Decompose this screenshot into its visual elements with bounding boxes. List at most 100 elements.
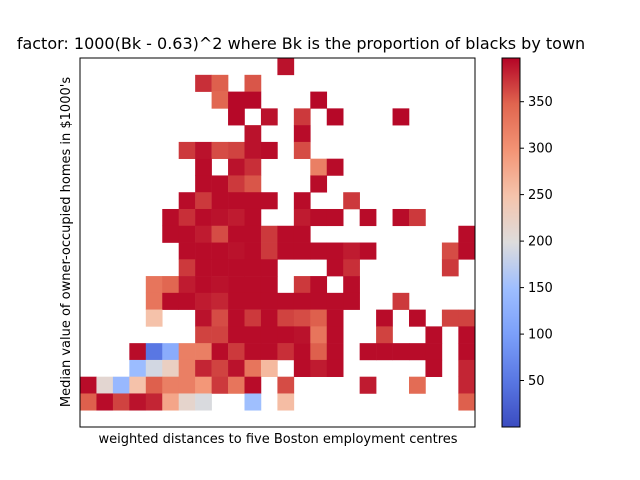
heatmap-cell xyxy=(277,343,295,361)
heatmap-cell xyxy=(195,359,212,377)
heatmap-cell xyxy=(211,192,229,210)
heatmap-cell xyxy=(458,359,475,377)
heatmap-cell xyxy=(195,141,212,159)
heatmap-cell xyxy=(244,91,262,109)
heatmap-cell xyxy=(458,343,475,361)
heatmap-cell xyxy=(228,158,245,176)
heatmap-cell xyxy=(211,175,229,193)
heatmap-cell xyxy=(178,225,196,243)
heatmap-cell xyxy=(244,376,262,394)
heatmap-cell xyxy=(195,343,212,361)
colorbar-tick-label: 350 xyxy=(528,95,553,110)
heatmap-cell xyxy=(228,292,245,310)
heatmap-cell xyxy=(343,276,360,294)
heatmap-cell xyxy=(211,292,229,310)
heatmap-cell xyxy=(228,276,245,294)
heatmap-cell xyxy=(441,259,459,277)
heatmap-cell xyxy=(326,309,344,327)
heatmap-cell xyxy=(392,343,410,361)
heatmap-cell xyxy=(326,326,344,344)
heatmap-cell xyxy=(409,376,426,394)
heatmap-cell xyxy=(96,393,114,411)
heatmap-cell xyxy=(293,125,311,143)
heatmap-cell xyxy=(129,376,147,394)
heatmap-cell xyxy=(211,225,229,243)
heatmap-cell xyxy=(458,225,475,243)
heatmap-cell xyxy=(277,393,295,411)
heatmap-cell xyxy=(458,376,475,394)
heatmap-cell xyxy=(145,393,163,411)
heatmap-cell xyxy=(112,376,130,394)
heatmap-cell xyxy=(310,292,328,310)
heatmap-cell xyxy=(195,192,212,210)
heatmap-cell xyxy=(343,192,360,210)
heatmap-cell xyxy=(211,326,229,344)
heatmap-cell xyxy=(228,192,245,210)
heatmap-cell xyxy=(376,343,393,361)
heatmap-cell xyxy=(228,359,245,377)
heatmap-cell xyxy=(310,309,328,327)
heatmap-cell xyxy=(195,276,212,294)
heatmap-cell xyxy=(195,74,212,92)
heatmap-cell xyxy=(228,108,245,126)
heatmap-cell xyxy=(425,326,443,344)
heatmap-cell xyxy=(244,343,262,361)
heatmap-cell xyxy=(80,376,97,394)
heatmap-cell xyxy=(293,309,311,327)
heatmap-cell xyxy=(244,208,262,227)
heatmap-cell xyxy=(244,292,262,310)
heatmap-cell xyxy=(293,225,311,243)
heatmap-cell xyxy=(244,225,262,243)
colorbar-frame xyxy=(501,57,521,428)
heatmap-cell xyxy=(359,376,377,394)
heatmap-cell xyxy=(129,343,147,361)
heatmap-cell xyxy=(211,74,229,92)
heatmap-cell xyxy=(162,225,179,243)
heatmap-cell xyxy=(326,343,344,361)
heatmap-cell xyxy=(211,309,229,327)
heatmap-cell xyxy=(228,91,245,109)
y-axis-label: Median value of owner-occupied homes in … xyxy=(59,77,74,407)
heatmap-cell xyxy=(260,141,278,159)
heatmap-cell xyxy=(293,242,311,260)
chart-title: factor: 1000(Bk - 0.63)^2 where Bk is th… xyxy=(17,34,585,53)
colorbar: 50 100 150 200 250 300 350 xyxy=(501,57,553,428)
heatmap-cell xyxy=(244,359,262,377)
heatmap-cell xyxy=(260,192,278,210)
heatmap-cell xyxy=(310,242,328,260)
heatmap-cell xyxy=(145,343,163,361)
heatmap-cell xyxy=(178,141,196,159)
heatmap-cell xyxy=(260,359,278,377)
heatmap-cell xyxy=(145,309,163,327)
heatmap-cell xyxy=(293,326,311,344)
heatmap-cell xyxy=(277,309,295,327)
heatmap-cell xyxy=(409,343,426,361)
heatmap-cell xyxy=(244,192,262,210)
heatmap-cell xyxy=(162,359,179,377)
heatmap-cell xyxy=(244,242,262,260)
heatmap-cell xyxy=(343,259,360,277)
heatmap-cell xyxy=(178,343,196,361)
heatmap-cell xyxy=(211,343,229,361)
heatmap-cell xyxy=(458,309,475,327)
colorbar-tick-label: 150 xyxy=(528,281,553,296)
heatmap-cell xyxy=(96,376,114,394)
heatmap-cell xyxy=(326,292,344,310)
heatmap-cell xyxy=(178,242,196,260)
heatmap-cell xyxy=(409,309,426,327)
heatmap-cell xyxy=(458,242,475,260)
heatmap-cell xyxy=(228,259,245,277)
colorbar-tick-label: 200 xyxy=(528,235,553,250)
heatmap-cell xyxy=(195,208,212,227)
heatmap-cell xyxy=(178,393,196,411)
heatmap-cell xyxy=(326,359,344,377)
heatmap-cell xyxy=(260,326,278,344)
heatmap-cell xyxy=(228,242,245,260)
heatmap-cell xyxy=(244,393,262,411)
heatmap-cell xyxy=(260,242,278,260)
colorbar-tick-label: 250 xyxy=(528,188,553,203)
heatmap-cell xyxy=(112,393,130,411)
heatmap-cell xyxy=(425,343,443,361)
heatmap-cell xyxy=(244,259,262,277)
